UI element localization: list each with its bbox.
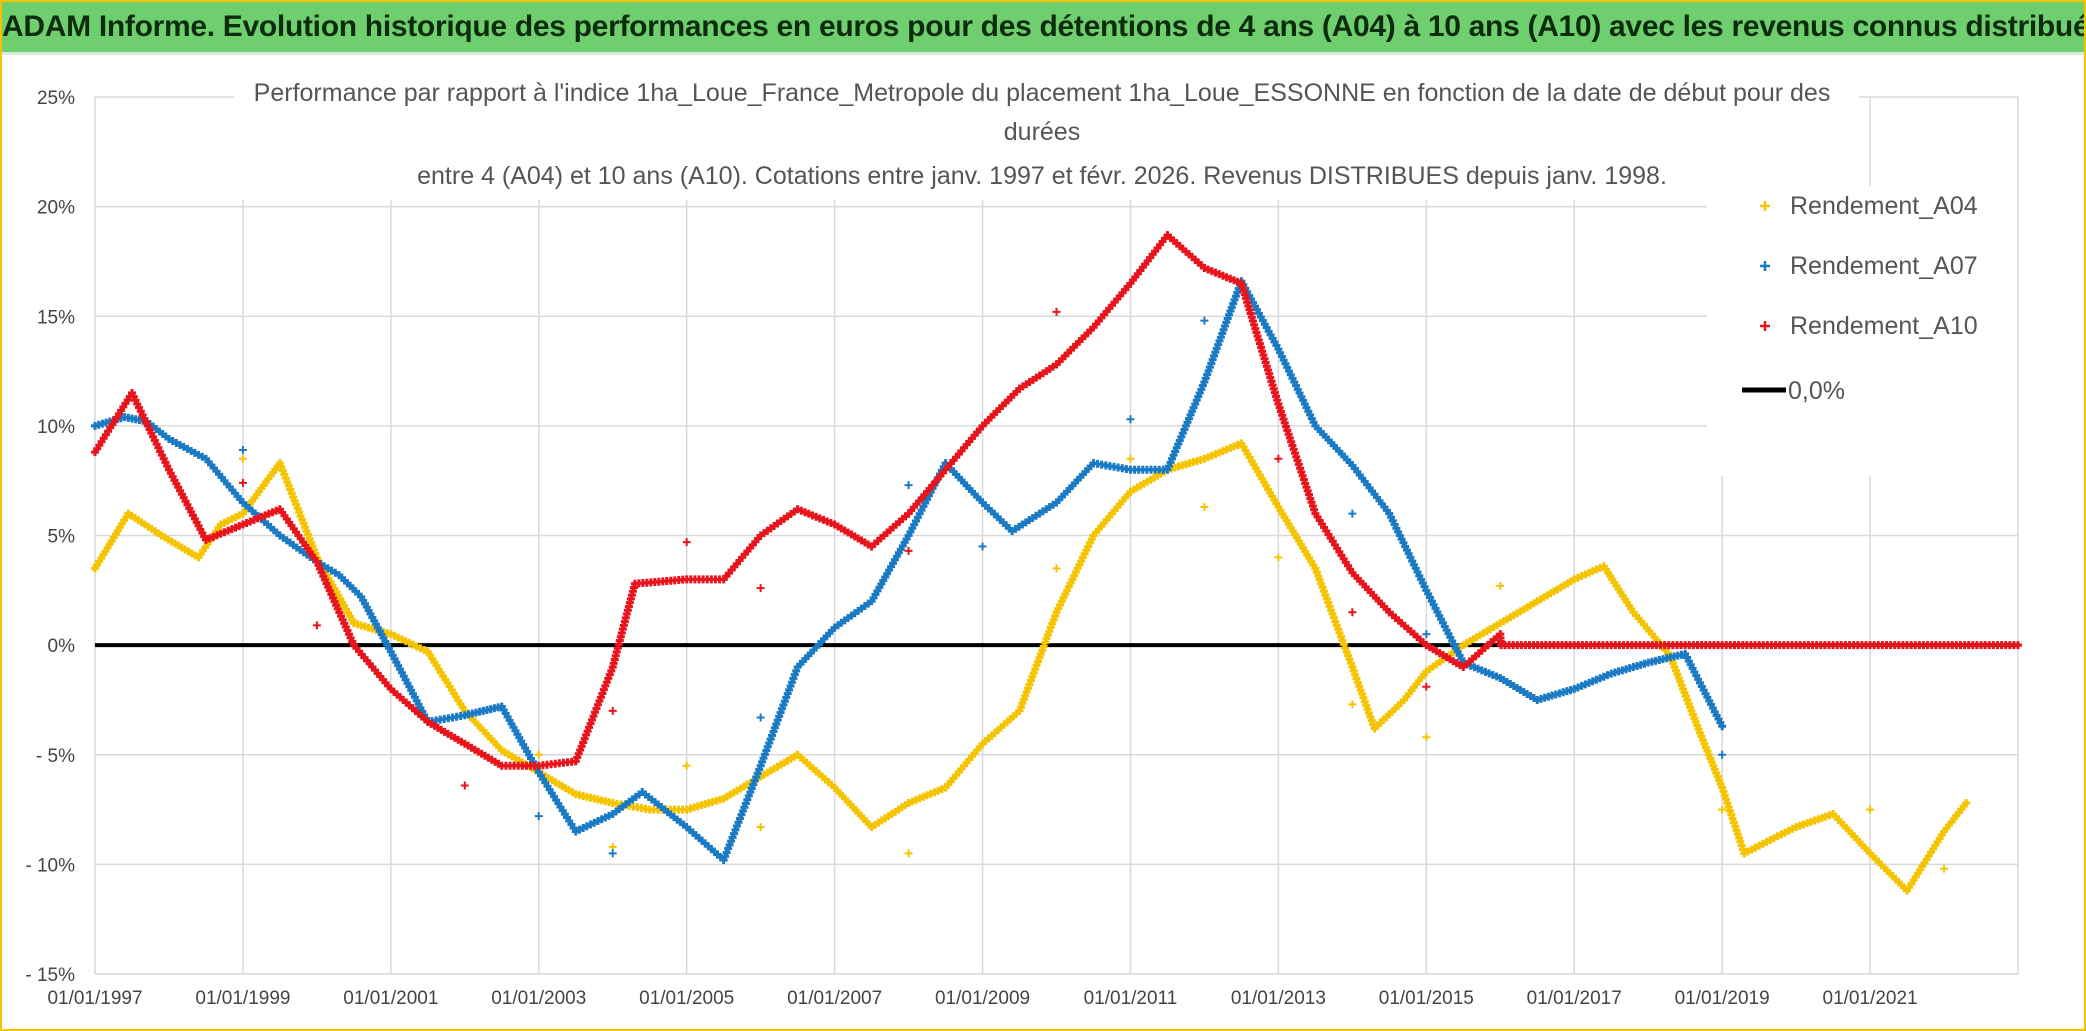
chart-legend: Rendement_A04 Rendement_A07 Rendement_A10 0… — [1707, 186, 2017, 476]
data-point — [1422, 630, 1431, 639]
data-point — [682, 761, 691, 770]
data-point — [1348, 608, 1357, 617]
performance-chart: Performance par rapport à l'indice 1ha_L… — [25, 60, 2022, 1009]
y-tick-label: 15% — [37, 307, 75, 328]
legend-marker-icon — [1760, 201, 1770, 211]
data-point — [2014, 641, 2022, 650]
x-tick-label: 01/01/1999 — [195, 988, 290, 1009]
chart-grid — [94, 96, 2019, 975]
data-point — [682, 538, 691, 547]
banner-divider — [2, 52, 2084, 55]
legend-backdrop — [1707, 186, 2017, 476]
data-point — [904, 546, 913, 555]
legend-label: 0,0% — [1788, 377, 1845, 405]
y-tick-label: 5% — [48, 527, 76, 548]
y-tick-label: 25% — [37, 88, 75, 109]
data-point — [756, 823, 765, 832]
data-point — [1940, 864, 1949, 873]
x-tick-label: 01/01/2011 — [1084, 988, 1178, 1009]
data-point — [1962, 798, 1971, 807]
data-point — [978, 542, 987, 551]
chart-title-line: durées — [1004, 118, 1080, 146]
data-point — [1052, 564, 1061, 573]
x-tick-label: 01/01/2021 — [1823, 988, 1918, 1009]
title-backdrop — [234, 60, 1859, 200]
data-point — [1052, 307, 1061, 316]
data-point — [1422, 733, 1431, 742]
data-point — [756, 584, 765, 593]
chart-title-line: Performance par rapport à l'indice 1ha_L… — [254, 79, 1831, 107]
series-rendement-a10 — [91, 231, 2022, 790]
data-point — [1866, 805, 1875, 814]
legend-marker-icon — [1760, 261, 1770, 271]
legend-item-rendement-a10: Rendement_A10 — [1760, 312, 1978, 340]
data-point — [312, 621, 321, 630]
legend-marker-icon — [1760, 321, 1770, 331]
data-point — [1200, 502, 1209, 511]
series-rendement-a04 — [91, 439, 1971, 895]
legend-label: Rendement_A04 — [1790, 192, 1978, 220]
x-tick-label: 01/01/2013 — [1231, 988, 1326, 1009]
page-title-banner: ADAM Informe. Evolution historique des p… — [2, 2, 2084, 52]
data-point — [608, 706, 617, 715]
data-point — [238, 445, 247, 454]
legend-label: Rendement_A10 — [1790, 312, 1978, 340]
chart-title-line: entre 4 (A04) et 10 ans (A10). Cotations… — [417, 162, 1667, 190]
y-axis-labels: 25% 20% 15% 10% 5% 0% - 5% - 10% - 15% — [25, 88, 75, 986]
legend-item-rendement-a07: Rendement_A07 — [1760, 252, 1978, 280]
data-point — [460, 781, 469, 790]
legend-item-rendement-a04: Rendement_A04 — [1760, 192, 1978, 220]
y-tick-label: - 10% — [25, 855, 75, 876]
y-tick-label: 10% — [37, 417, 75, 438]
legend-item-zero: 0,0% — [1742, 377, 1845, 405]
chart-series — [91, 231, 2022, 895]
y-tick-label: - 5% — [36, 746, 75, 767]
y-tick-label: - 15% — [25, 965, 75, 986]
data-point — [1126, 454, 1135, 463]
data-point — [238, 478, 247, 487]
data-point — [1496, 581, 1505, 590]
x-tick-label: 01/01/2009 — [935, 988, 1030, 1009]
x-tick-label: 01/01/1997 — [47, 988, 142, 1009]
data-point — [1422, 682, 1431, 691]
data-point — [534, 812, 543, 821]
data-point — [904, 481, 913, 490]
data-point — [608, 849, 617, 858]
x-tick-label: 01/01/2015 — [1379, 988, 1474, 1009]
y-tick-label: 20% — [37, 198, 75, 219]
x-tick-label: 01/01/2017 — [1527, 988, 1622, 1009]
data-point — [1200, 316, 1209, 325]
x-tick-label: 01/01/2007 — [787, 988, 882, 1009]
data-point — [756, 713, 765, 722]
data-point — [1274, 454, 1283, 463]
data-point — [534, 750, 543, 759]
x-tick-label: 01/01/2019 — [1675, 988, 1770, 1009]
data-point — [1348, 700, 1357, 709]
series-rendement-a07 — [91, 277, 1727, 864]
chart-title: Performance par rapport à l'indice 1ha_L… — [234, 60, 1859, 200]
x-axis-labels: 01/01/1997 01/01/1999 01/01/2001 01/01/2003… — [47, 988, 1917, 1009]
x-tick-label: 01/01/2005 — [639, 988, 734, 1009]
data-point — [904, 849, 913, 858]
data-point — [1718, 750, 1727, 759]
legend-label: Rendement_A07 — [1790, 252, 1978, 280]
data-point — [1718, 805, 1727, 814]
x-tick-label: 01/01/2001 — [343, 988, 438, 1009]
data-point — [1348, 509, 1357, 518]
data-point — [1718, 722, 1727, 731]
data-point — [238, 454, 247, 463]
x-tick-label: 01/01/2003 — [491, 988, 586, 1009]
data-point — [1274, 553, 1283, 562]
data-point — [1126, 415, 1135, 424]
y-tick-label: 0% — [48, 636, 76, 657]
